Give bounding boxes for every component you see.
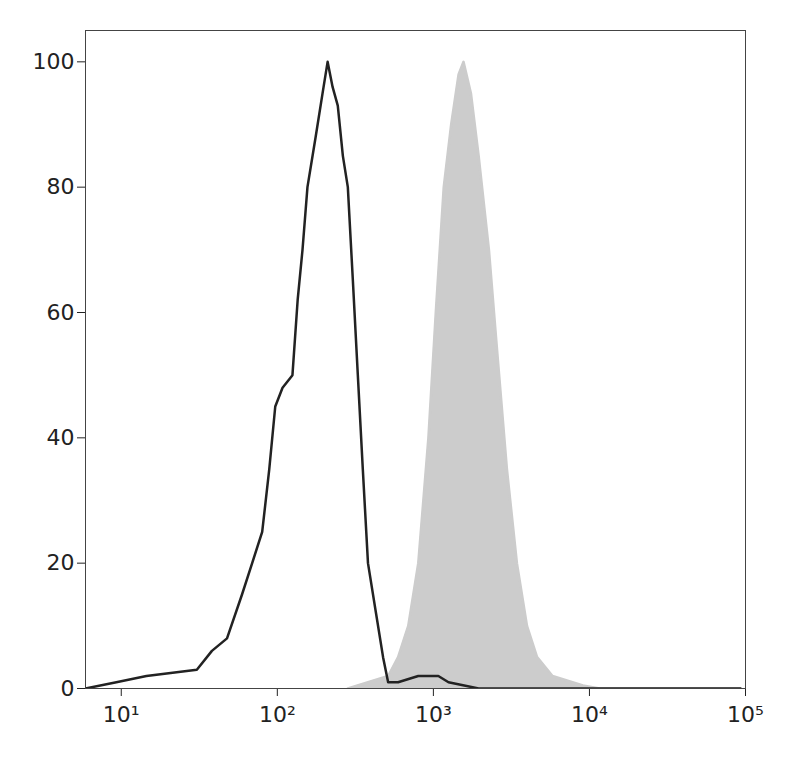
svg-text:20: 20: [47, 550, 75, 575]
svg-text:80: 80: [47, 174, 75, 199]
svg-text:10¹: 10¹: [103, 702, 140, 727]
svg-text:10²: 10²: [259, 702, 296, 727]
svg-text:10⁵: 10⁵: [727, 702, 764, 727]
svg-text:60: 60: [47, 300, 75, 325]
svg-text:10⁴: 10⁴: [571, 702, 608, 727]
svg-text:10³: 10³: [415, 702, 452, 727]
svg-text:40: 40: [47, 425, 75, 450]
svg-text:0: 0: [61, 676, 75, 701]
svg-text:100: 100: [33, 49, 75, 74]
